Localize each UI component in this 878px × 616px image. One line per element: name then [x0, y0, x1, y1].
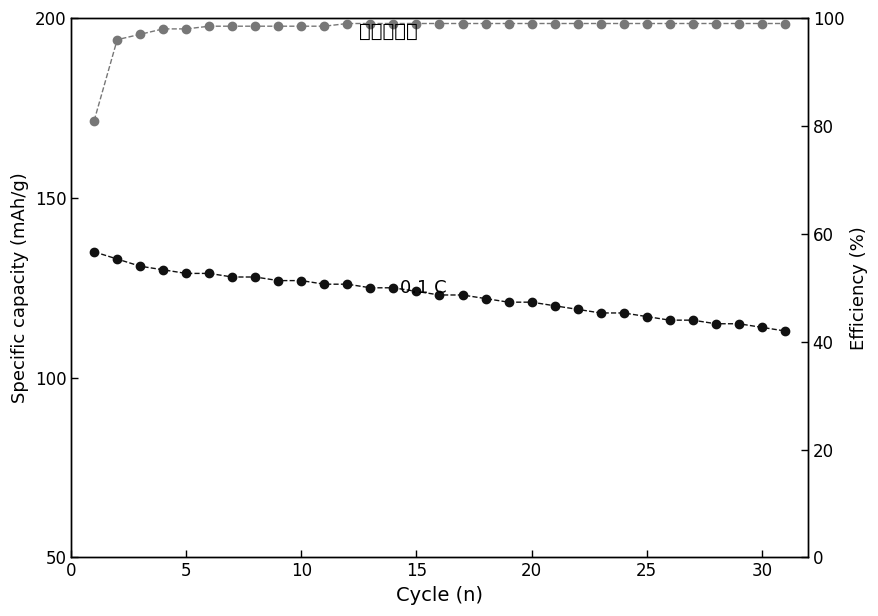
Y-axis label: Efficiency (%): Efficiency (%) — [849, 226, 867, 350]
X-axis label: Cycle (n): Cycle (n) — [396, 586, 482, 605]
Text: 库仓效率，: 库仓效率， — [358, 22, 417, 41]
Text: 0.1 C: 0.1 C — [399, 279, 447, 297]
Y-axis label: Specific capacity (mAh/g): Specific capacity (mAh/g) — [11, 172, 29, 403]
